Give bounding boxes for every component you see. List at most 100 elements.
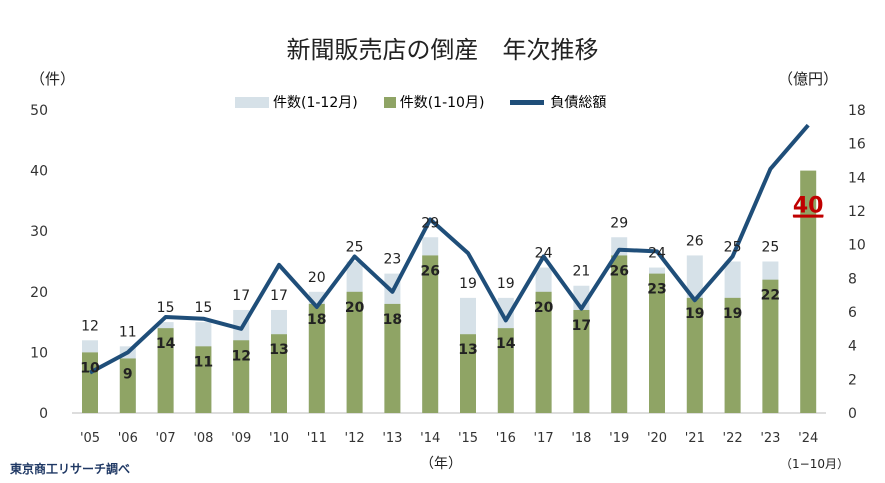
data-label-partial: 19	[685, 306, 704, 322]
x-tick-label: '19	[609, 431, 629, 446]
left-axis-label: （件）	[30, 70, 76, 88]
x-axis-note: （1−10月）	[780, 457, 849, 471]
x-tick-label: '14	[420, 431, 440, 446]
data-label-total: 19	[459, 276, 477, 292]
data-label-total: 25	[761, 240, 779, 256]
bar-partial	[119, 358, 136, 413]
bar-partial	[497, 328, 514, 413]
left-tick-label: 10	[30, 345, 48, 361]
legend: 件数(1-12月) 件数(1-10月) 負債総額	[235, 92, 606, 112]
left-tick-label: 30	[30, 224, 48, 240]
data-label-partial: 14	[156, 336, 176, 352]
bar-partial	[422, 255, 439, 413]
bar-partial	[611, 255, 628, 413]
data-label-partial: 22	[761, 288, 780, 304]
data-label-total: 21	[572, 264, 590, 280]
data-label-total: 23	[383, 252, 401, 268]
x-tick-label: '11	[307, 431, 327, 446]
chart-title: 新聞販売店の倒産 年次推移	[286, 36, 599, 64]
bar-partial	[460, 334, 476, 413]
right-tick-label: 2	[848, 372, 857, 388]
data-label-total: 29	[610, 215, 628, 231]
legend-label: 件数(1-10月)	[399, 95, 485, 111]
right-axis-label: （億円）	[778, 70, 839, 88]
left-tick-label: 20	[30, 285, 48, 301]
x-tick-label: '17	[534, 431, 554, 446]
data-label-partial: 9	[123, 366, 133, 382]
x-tick-label: '12	[345, 431, 365, 446]
bar-partial	[762, 279, 779, 413]
right-tick-label: 0	[848, 406, 857, 422]
data-label-partial: 18	[307, 312, 326, 328]
data-label-total: 25	[346, 240, 364, 256]
x-tick-label: '16	[496, 431, 516, 446]
source-note: 東京商工リサーチ調べ	[10, 462, 131, 476]
data-label-highlight: 40	[793, 194, 824, 219]
data-label-partial: 10	[80, 360, 100, 376]
x-tick-label: '08	[193, 431, 213, 446]
legend-item-partial: 件数(1-10月)	[383, 92, 485, 112]
bar-partial	[649, 273, 665, 413]
x-axis-label: （年）	[420, 456, 462, 472]
data-label-partial: 20	[534, 300, 554, 316]
right-tick-label: 16	[848, 137, 866, 153]
data-label-partial: 18	[383, 312, 402, 328]
data-label-total: 24	[535, 246, 553, 262]
data-label-partial: 20	[345, 300, 365, 316]
x-tick-label: '15	[458, 431, 478, 446]
x-tick-label: '24	[798, 431, 818, 446]
x-tick-label: '21	[685, 431, 705, 446]
x-tick-label: '20	[647, 431, 667, 446]
data-label-partial: 23	[647, 282, 666, 298]
data-label-total: 25	[724, 240, 742, 256]
data-label-partial: 17	[572, 318, 591, 334]
x-tick-label: '18	[571, 431, 591, 446]
bar-partial	[800, 170, 817, 413]
right-tick-label: 8	[848, 271, 857, 287]
bar-partial	[308, 303, 325, 413]
legend-label: 件数(1-12月)	[273, 95, 358, 111]
x-tick-label: '09	[231, 431, 251, 446]
data-label-total: 19	[497, 276, 515, 292]
bar-partial	[724, 297, 741, 413]
data-label-partial: 13	[458, 342, 477, 358]
right-tick-label: 6	[848, 305, 857, 321]
legend-item-debt: 負債総額	[510, 92, 606, 112]
left-tick-label: 40	[30, 164, 48, 180]
debt-line	[89, 123, 810, 375]
data-label-total: 12	[81, 318, 99, 334]
data-label-total: 11	[119, 324, 137, 340]
data-label-partial: 26	[609, 263, 628, 279]
data-label-total: 26	[686, 233, 704, 249]
bar-partial	[346, 291, 363, 413]
bar-partial	[384, 303, 401, 413]
bar-partial	[686, 297, 703, 413]
data-label-partial: 11	[194, 354, 213, 370]
right-tick-label: 4	[848, 339, 857, 355]
left-tick-label: 0	[39, 406, 48, 422]
bar-partial	[157, 328, 174, 413]
x-tick-label: '10	[269, 431, 289, 446]
right-tick-label: 14	[848, 170, 866, 186]
x-tick-label: '22	[723, 431, 743, 446]
left-tick-label: 50	[30, 103, 48, 119]
right-tick-label: 12	[848, 204, 866, 220]
right-tick-label: 10	[848, 238, 866, 254]
data-label-total: 24	[648, 246, 666, 262]
legend-label: 負債総額	[550, 95, 607, 111]
bar-partial	[573, 309, 590, 413]
x-tick-label: '23	[760, 431, 780, 446]
bar-partial	[271, 334, 287, 413]
data-label-partial: 26	[420, 263, 439, 279]
data-label-total: 17	[270, 288, 288, 304]
x-tick-label: '13	[382, 431, 402, 446]
data-label-total: 15	[194, 300, 212, 316]
x-tick-label: '06	[118, 431, 138, 446]
data-label-total: 29	[421, 215, 439, 231]
data-label-partial: 13	[269, 342, 288, 358]
bar-partial	[233, 340, 250, 413]
data-label-total: 20	[308, 270, 326, 286]
x-tick-label: '07	[156, 431, 176, 446]
